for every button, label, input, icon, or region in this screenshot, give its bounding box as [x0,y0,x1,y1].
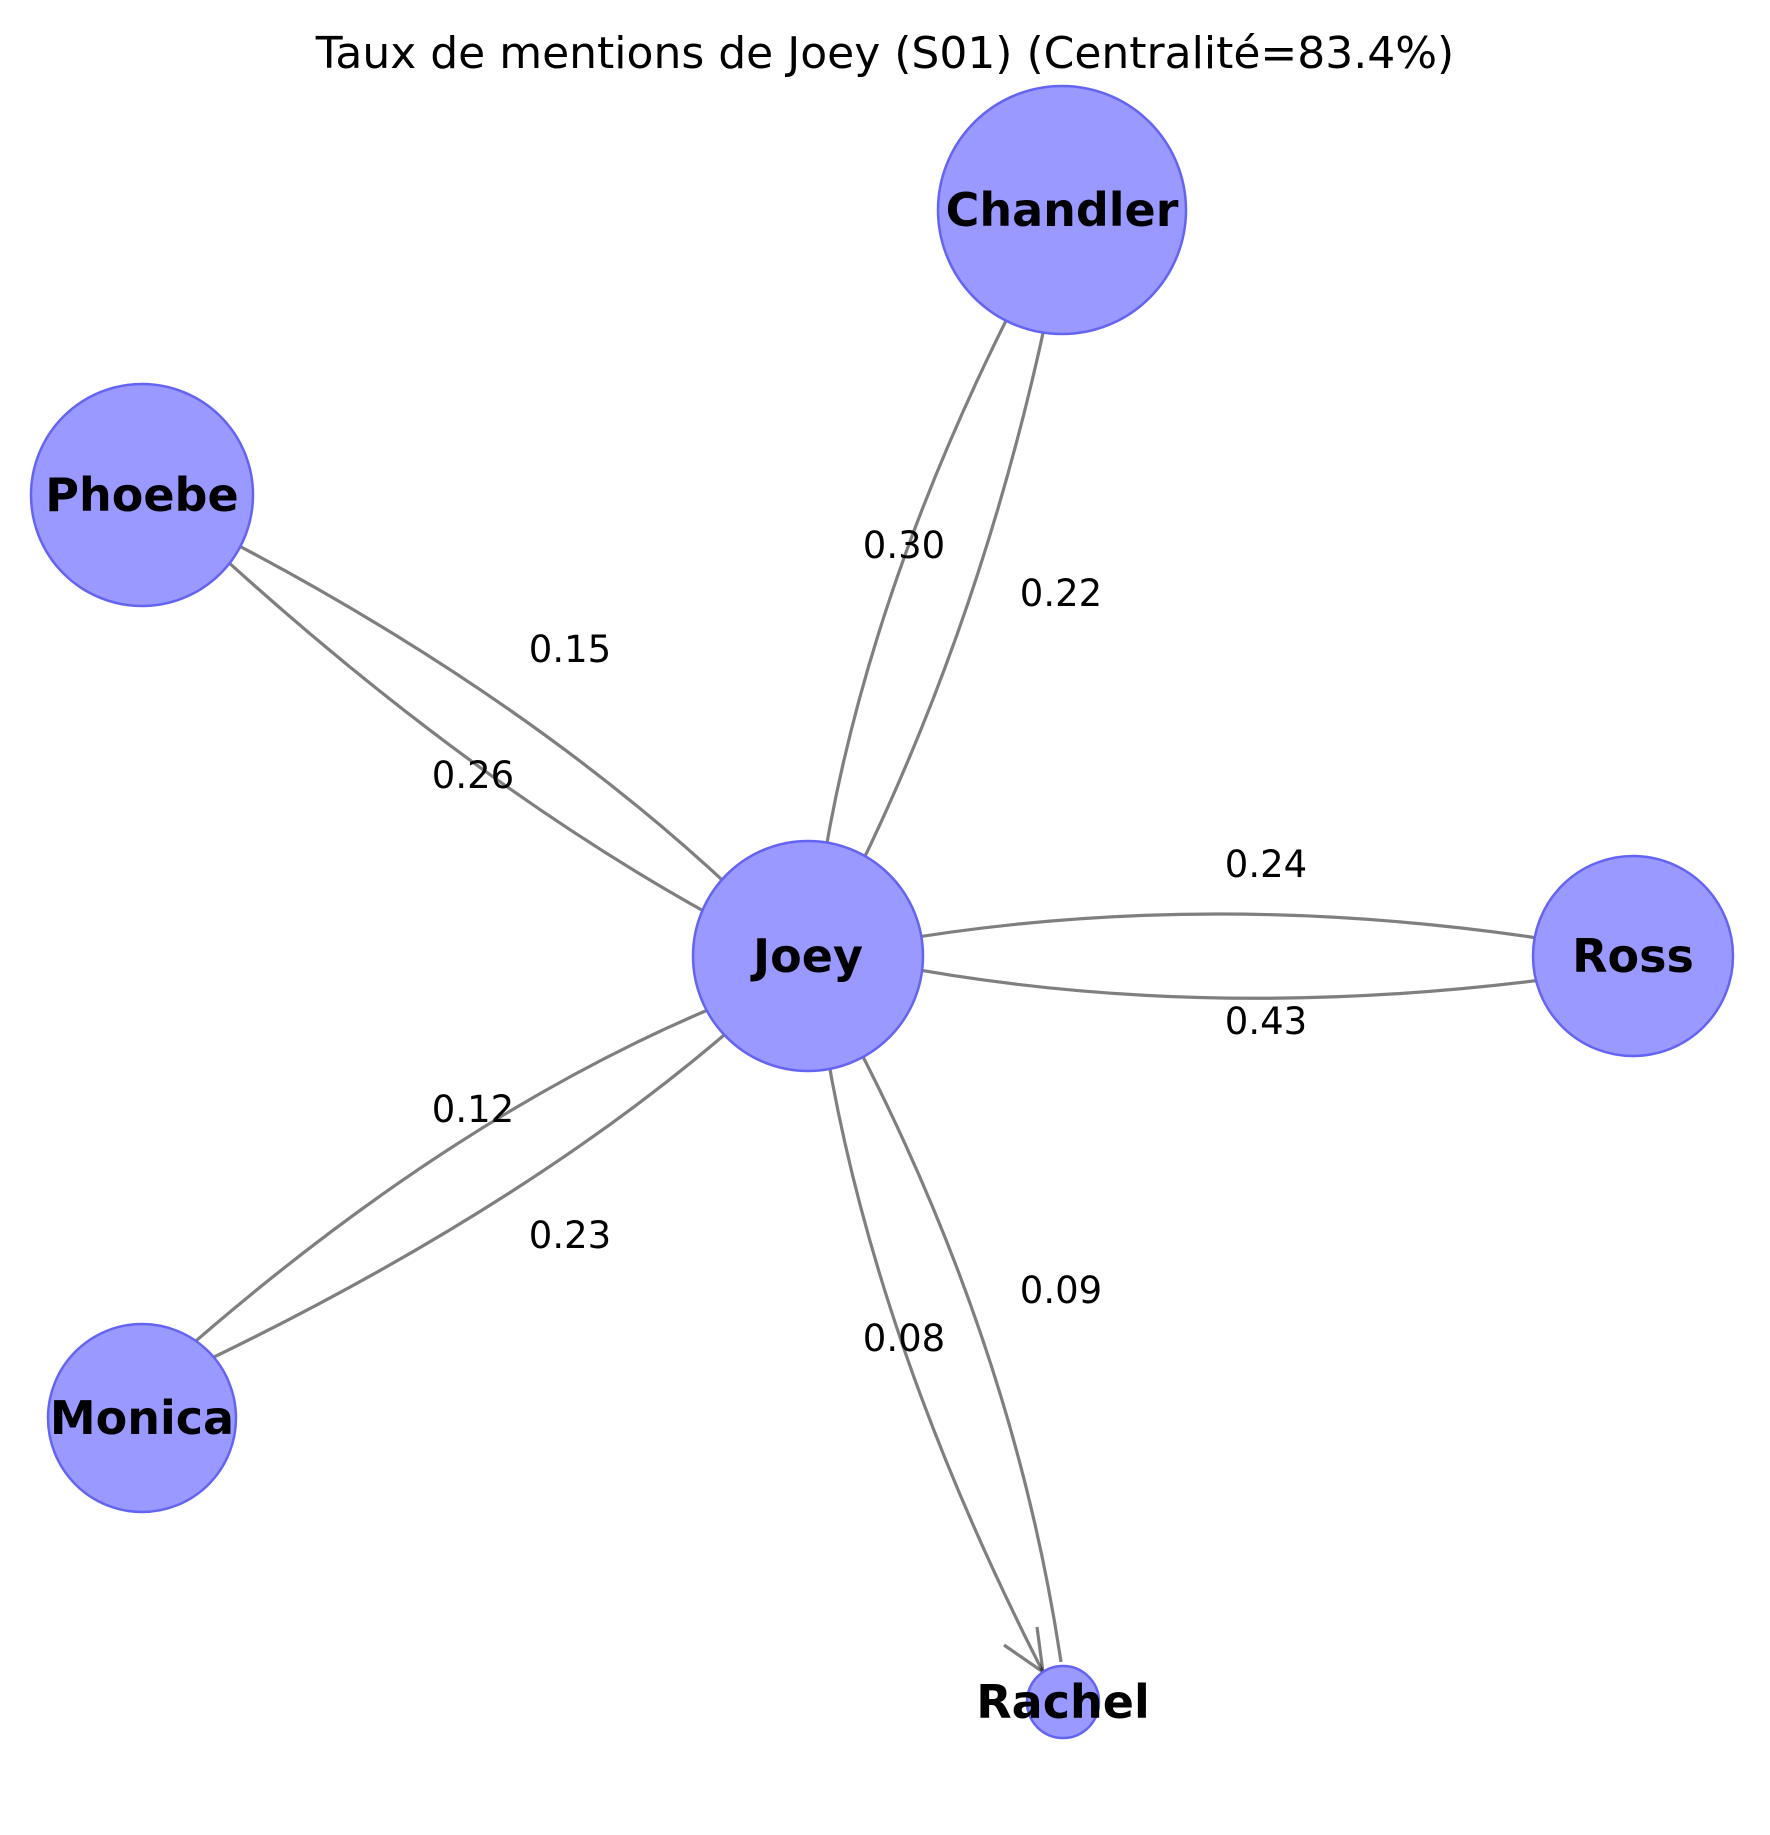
edge-label-joey-to-phoebe: 0.26 [432,754,514,797]
node-phoebe[interactable]: Phoebe [29,382,255,608]
node-label-rachel: Rachel [976,1675,1149,1729]
edge-joey-to-monica [167,985,780,1381]
node-label-monica: Monica [50,1391,234,1445]
node-label-ross: Ross [1572,929,1694,983]
node-rachel[interactable]: Rachel [976,1664,1150,1740]
edge-label-joey-to-monica: 0.23 [529,1214,611,1257]
node-ross[interactable]: Ross [1531,854,1735,1058]
node-label-chandler: Chandler [946,183,1179,237]
edge-label-monica-to-joey: 0.12 [432,1088,514,1131]
nodes-layer: Chandler Phoebe Joey Ross Monica Rachel [29,84,1735,1740]
diagram-title: Taux de mentions de Joey (S01) (Centrali… [315,28,1454,79]
edge-chandler-to-joey [799,239,1050,919]
node-chandler[interactable]: Chandler [936,84,1188,336]
edge-label-joey-to-rachel: 0.08 [863,1317,945,1360]
node-label-phoebe: Phoebe [45,468,238,522]
edge-joey-to-ross [865,956,1605,1000]
edge-phoebe-to-joey [174,511,791,945]
edge-label-joey-to-chandler: 0.22 [1020,572,1102,615]
edge-joey-to-phoebe [171,510,774,950]
edge-label-phoebe-to-joey: 0.15 [529,628,611,671]
edge-label-rachel-to-joey: 0.09 [1020,1269,1102,1312]
edge-labels-layer: 0.30 0.22 0.15 0.26 0.24 0.43 0.12 0.23 … [432,524,1307,1360]
node-monica[interactable]: Monica [46,1322,238,1514]
node-joey[interactable]: Joey [691,839,925,1073]
edge-label-ross-to-joey: 0.24 [1225,843,1307,886]
edge-label-chandler-to-joey: 0.30 [863,524,945,567]
edge-monica-to-joey [172,980,783,1362]
node-label-joey: Joey [750,929,863,983]
edge-label-joey-to-ross: 0.43 [1225,1000,1307,1043]
edge-ross-to-joey [850,912,1601,965]
